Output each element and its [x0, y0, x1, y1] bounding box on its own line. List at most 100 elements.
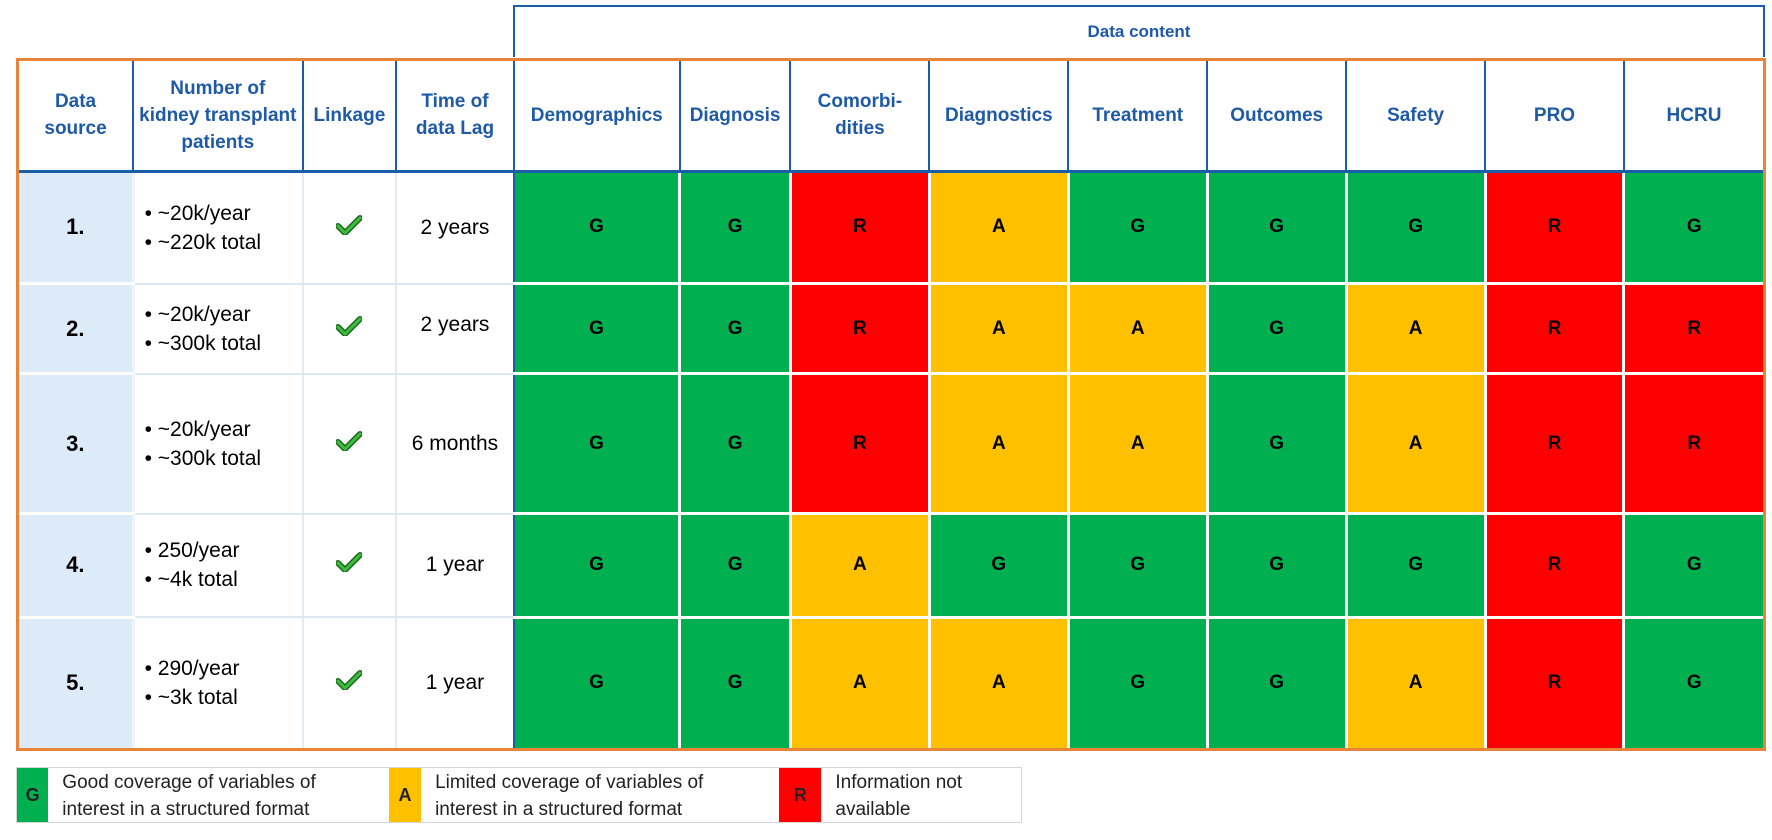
patients-bullet: • ~300k total	[145, 444, 302, 473]
header-row: Data source Number of kidney transplant …	[19, 61, 1763, 173]
patients-value: ~220k total	[157, 230, 262, 254]
col-header-comorbidities: Comorbi-dities	[790, 61, 931, 173]
rating-cell: G	[679, 373, 792, 516]
rating-cell: R	[1623, 373, 1763, 516]
patients-bullet: • ~3k total	[145, 683, 302, 712]
col-header-data-source: Data source	[19, 61, 135, 173]
check-icon	[335, 430, 364, 457]
legend-not-available: R Information not available	[779, 768, 1021, 822]
patients-bullet: • ~220k total	[145, 228, 302, 257]
patients-cell: • 250/year • ~4k total	[133, 513, 304, 619]
patients-value: 290/year	[157, 657, 240, 681]
rating-cell: R	[1485, 283, 1626, 376]
data-source-cell: 3.	[19, 373, 135, 516]
rating-cell: G	[1068, 513, 1209, 619]
rating-cell: A	[929, 171, 1070, 286]
bullet-icon: •	[144, 331, 158, 355]
time-lag-cell: 2 years	[396, 171, 515, 285]
patients-value: ~20k/year	[157, 201, 251, 225]
rating-cell: G	[1623, 617, 1763, 748]
patients-cell: • ~20k/year • ~300k total	[133, 283, 304, 375]
rating-cell: G	[1207, 513, 1348, 619]
patients-bullet: • ~300k total	[145, 329, 302, 358]
patients-cell: • 290/year • ~3k total	[133, 617, 304, 748]
legend-text-not-available: Information not available	[835, 771, 963, 820]
rating-cell: A	[929, 283, 1070, 376]
rating-cell: R	[790, 373, 931, 516]
time-lag-cell: 1 year	[396, 513, 515, 619]
patients-bullet: • ~4k total	[145, 565, 302, 594]
linkage-cell	[302, 171, 398, 285]
linkage-cell	[302, 373, 398, 515]
linkage-cell	[302, 617, 398, 748]
rating-cell: G	[513, 513, 682, 619]
linkage-cell	[302, 283, 398, 375]
rating-cell: G	[1346, 171, 1487, 286]
rating-cell: G	[679, 283, 792, 376]
patients-value: ~300k total	[157, 446, 262, 470]
col-header-treatment: Treatment	[1068, 61, 1209, 173]
bullet-icon: •	[144, 446, 158, 470]
col-header-outcomes: Outcomes	[1207, 61, 1348, 173]
rating-cell: A	[1346, 283, 1487, 376]
rating-cell: G	[1207, 171, 1348, 286]
col-header-time-lag: Time of data Lag	[396, 61, 515, 173]
patients-cell: • ~20k/year • ~220k total	[133, 171, 304, 285]
legend-good: G Good coverage of variables of interest…	[17, 768, 389, 822]
patients-value: 250/year	[157, 539, 240, 563]
rating-cell: A	[929, 617, 1070, 748]
rating-cell: A	[1346, 617, 1487, 748]
legend-limited: A Limited coverage of variables of inter…	[389, 768, 779, 822]
legend-text-limited: Limited coverage of variables of interes…	[435, 771, 704, 820]
patients-value: ~300k total	[157, 331, 262, 355]
patients-bullet: • 290/year	[145, 654, 302, 683]
data-source-cell: 1.	[19, 171, 135, 286]
rating-cell: G	[1207, 617, 1348, 748]
rating-cell: G	[679, 513, 792, 619]
data-source-cell: 2.	[19, 283, 135, 376]
rating-cell: G	[1068, 617, 1209, 748]
bullet-icon: •	[144, 539, 158, 563]
rating-cell: G	[1207, 283, 1348, 376]
col-header-linkage: Linkage	[302, 61, 398, 173]
patients-cell: • ~20k/year • ~300k total	[133, 373, 304, 515]
rating-cell: A	[790, 513, 931, 619]
patients-bullet: • ~20k/year	[145, 199, 302, 228]
col-header-safety: Safety	[1346, 61, 1487, 173]
rating-cell: G	[679, 617, 792, 748]
legend-code-good: G	[17, 768, 49, 822]
table-row: 2. • ~20k/year • ~300k total 2 years G G R A A G A…	[19, 283, 1763, 376]
rating-cell: G	[679, 171, 792, 286]
col-header-hcru: HCRU	[1623, 61, 1763, 173]
time-lag-cell: 1 year	[396, 617, 515, 748]
rating-cell: G	[929, 513, 1070, 619]
rating-cell: A	[1068, 373, 1209, 516]
table-row: 4. • 250/year • ~4k total 1 year G G A G G G G R G	[19, 513, 1763, 619]
col-header-diagnosis: Diagnosis	[679, 61, 792, 173]
bullet-icon: •	[144, 657, 158, 681]
patients-value: ~4k total	[157, 568, 238, 592]
col-header-demographics: Demographics	[513, 61, 681, 173]
legend: G Good coverage of variables of interest…	[16, 767, 1022, 823]
table-row: 1. • ~20k/year • ~220k total 2 years G G R A G G G…	[19, 171, 1763, 286]
data-source-cell: 4.	[19, 513, 135, 619]
rating-cell: A	[1068, 283, 1209, 376]
bullet-icon: •	[144, 201, 158, 225]
rating-cell: A	[1346, 373, 1487, 516]
bullet-icon: •	[144, 302, 158, 326]
bullet-icon: •	[144, 568, 158, 592]
rating-cell: R	[1485, 513, 1626, 619]
patients-bullet: • 250/year	[145, 536, 302, 565]
rating-cell: G	[513, 617, 682, 748]
rating-cell: A	[929, 373, 1070, 516]
col-header-pro: PRO	[1485, 61, 1625, 173]
patients-value: ~20k/year	[157, 417, 251, 441]
time-lag-cell: 2 years	[396, 283, 515, 375]
data-content-header: Data content	[513, 5, 1765, 57]
check-icon	[335, 670, 364, 696]
rating-cell: G	[1346, 513, 1487, 619]
rating-cell: G	[513, 373, 682, 516]
col-header-diagnostics: Diagnostics	[929, 61, 1070, 173]
rating-cell: G	[513, 283, 682, 376]
patients-value: ~3k total	[157, 686, 238, 710]
